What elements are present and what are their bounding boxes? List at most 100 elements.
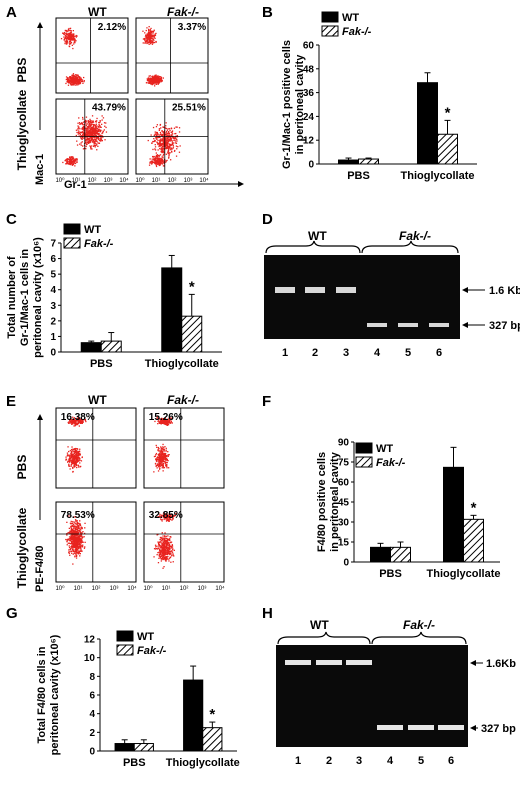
flow-a-wt-pbs-events bbox=[60, 27, 85, 86]
panel-label-a: A bbox=[6, 4, 17, 21]
cc-ytick-1: 1 bbox=[50, 332, 56, 343]
flow-e-wt-thio: 78.53% 10⁰ 10¹ 10² 10³ 10⁴ bbox=[55, 501, 137, 592]
gel-d-lane-5: 5 bbox=[405, 347, 411, 359]
cg-bar-0-0 bbox=[114, 743, 135, 752]
cg-bar-0-1 bbox=[183, 679, 204, 752]
flow-a-wt-pbs: 2.12% bbox=[55, 17, 129, 94]
flow-e-wt-thio-xtick-3: 10³ bbox=[110, 586, 119, 592]
gel-d-lane-4: 4 bbox=[374, 347, 381, 359]
flow-e-fak-thio-xtick-3: 10³ bbox=[198, 586, 207, 592]
chart-b: 0 12 24 36 48 60 PBS Thioglycollate * WT Fak-/- Gr-… bbox=[281, 11, 477, 182]
panel-a-flow: WT Fak-/- PBS Thioglycollate Mac-1 Gr-1 bbox=[15, 5, 244, 191]
gel-d-band-low: 327 bp bbox=[489, 320, 520, 332]
cf-ytick-1: 15 bbox=[338, 538, 350, 549]
gel-h-lane-3: 3 bbox=[356, 755, 362, 767]
flow-e-wt-thio-percent: 78.53% bbox=[61, 510, 95, 521]
flow-e-col-wt: WT bbox=[88, 393, 107, 407]
cf-bar-0-1 bbox=[443, 466, 464, 563]
cb-ytick-3: 36 bbox=[303, 88, 315, 99]
cf-ytick-0: 0 bbox=[343, 558, 349, 569]
cb-bar-0-1 bbox=[417, 82, 438, 165]
flow-a-wt-thio: 43.79% 10⁰ 10¹ 10² 10³ 10⁴ bbox=[55, 98, 129, 184]
flow-a-fak-thio-xtick-4: 10⁴ bbox=[199, 177, 209, 184]
cf-category-1: Thioglycollate bbox=[427, 568, 501, 580]
cf-ytick-6: 90 bbox=[338, 438, 350, 449]
flow-a-fak-pbs-percent: 3.37% bbox=[178, 22, 206, 33]
flow-e-wt-pbs-events bbox=[65, 416, 87, 473]
flow-e-fak-thio-xtick-4: 10⁴ bbox=[215, 585, 225, 592]
cb-significance-0: * bbox=[445, 104, 451, 121]
cc-ytick-3: 3 bbox=[50, 301, 56, 312]
gel-h-band-high: 1.6Kb bbox=[486, 658, 516, 670]
cf-category-0: PBS bbox=[379, 568, 402, 580]
flow-e-fak-thio: 32.85% 10⁰ 10¹ 10² 10³ 10⁴ bbox=[143, 501, 225, 592]
flow-plots: 2.12% 3.37% 43.79% 10⁰ 10¹ 10² 10³ 10⁴ 25.51% 10⁰… bbox=[55, 17, 225, 592]
cg-ytick-5: 10 bbox=[84, 653, 96, 664]
cb-ytick-4: 48 bbox=[303, 64, 315, 75]
cg-category-1: Thioglycollate bbox=[166, 757, 240, 769]
flow-a-x-marker: Gr-1 bbox=[64, 179, 87, 191]
flow-e-fak-thio-xtick-2: 10² bbox=[180, 586, 189, 592]
flow-a-fak-pbs-events bbox=[142, 26, 164, 87]
flow-a-col-wt: WT bbox=[88, 5, 107, 19]
chart-c: 0 1 2 3 4 5 6 7 PBS Thioglycollate * WT Fak-/- Total … bbox=[6, 223, 222, 370]
cc-ytick-7: 7 bbox=[50, 239, 56, 250]
cc-ytick-5: 5 bbox=[50, 270, 56, 281]
cg-ytick-4: 8 bbox=[89, 672, 95, 683]
panel-label-c: C bbox=[6, 211, 17, 228]
cg-ytick-2: 4 bbox=[89, 709, 95, 720]
flow-a-fak-thio-xtick-1: 10¹ bbox=[152, 178, 161, 184]
panel-label-d: D bbox=[262, 211, 273, 228]
cf-y-label: F4/80 positive cellsin peritoneal cavity bbox=[316, 451, 341, 552]
flow-a-row-pbs: PBS bbox=[15, 58, 29, 83]
cb-legend-swatch-0 bbox=[321, 11, 339, 23]
cc-significance-0: * bbox=[189, 278, 195, 295]
chart-g: 0 2 4 6 8 10 12 PBS Thioglycollate * WT Fak-/- Total… bbox=[36, 630, 240, 769]
flow-e-y-marker: PE-F4/80 bbox=[34, 546, 46, 592]
cf-legend-label-0: WT bbox=[376, 443, 393, 455]
cg-bar-1-0 bbox=[133, 743, 154, 752]
flow-a-fak-thio-xtick-3: 10³ bbox=[184, 178, 193, 184]
cg-significance-0: * bbox=[209, 706, 215, 723]
cb-legend-label-1: Fak-/- bbox=[342, 26, 372, 38]
cc-category-1: Thioglycollate bbox=[145, 358, 219, 370]
cc-ytick-2: 2 bbox=[50, 316, 56, 327]
flow-a-fak-thio-xtick-2: 10² bbox=[168, 178, 177, 184]
cc-ytick-0: 0 bbox=[50, 348, 56, 359]
gel-h-lane-4: 4 bbox=[387, 755, 394, 767]
flow-a-fak-thio-xtick-0: 10⁰ bbox=[135, 177, 145, 184]
panel-label-b: B bbox=[262, 4, 273, 21]
flow-e-fak-pbs-events bbox=[153, 416, 173, 473]
panel-label-e: E bbox=[6, 393, 17, 410]
gel-h-lane-5: 5 bbox=[418, 755, 424, 767]
panel-h-gel: WT Fak-/- 1.6Kb 327 bp 1 2 3 4 5 6 bbox=[276, 618, 516, 767]
flow-a-wt-thio-percent: 43.79% bbox=[92, 102, 126, 113]
cb-legend-swatch-1 bbox=[321, 25, 339, 37]
gel-d-group-fak: Fak-/- bbox=[399, 229, 431, 243]
cb-bar-1-0 bbox=[358, 158, 379, 165]
flow-a-y-marker: Mac-1 bbox=[34, 154, 46, 185]
flow-e-row-pbs: PBS bbox=[15, 455, 29, 480]
gel-d-lane-6: 6 bbox=[436, 347, 442, 359]
cc-y-label: Total number ofGr-1/Mac-1 cells inperito… bbox=[6, 237, 44, 358]
cg-category-0: PBS bbox=[123, 757, 146, 769]
flow-e-wt-thio-xtick-4: 10⁴ bbox=[127, 585, 137, 592]
cc-legend-swatch-1 bbox=[63, 237, 81, 249]
cf-bar-1-1 bbox=[463, 518, 484, 563]
cf-bar-1-0 bbox=[390, 546, 411, 563]
panel-e-flow: WT Fak-/- PBS Thioglycollate PE-F4/80 bbox=[15, 393, 199, 592]
cg-y-label: Total F4/80 cells inperitoneal cavity (x… bbox=[36, 634, 61, 755]
cf-significance-0: * bbox=[471, 499, 477, 516]
gel-d-lane-1: 1 bbox=[282, 347, 288, 359]
flow-e-wt-pbs-percent: 16.38% bbox=[61, 412, 95, 423]
flow-e-wt-thio-xtick-0: 10⁰ bbox=[55, 585, 65, 592]
cb-category-0: PBS bbox=[347, 170, 370, 182]
flow-a-wt-thio-xtick-3: 10³ bbox=[104, 178, 113, 184]
panel-label-h: H bbox=[262, 605, 273, 622]
flow-a-wt-thio-xtick-1: 10¹ bbox=[72, 178, 81, 184]
flow-e-fak-pbs: 15.26% bbox=[143, 407, 225, 489]
cb-ytick-1: 12 bbox=[303, 136, 315, 147]
flow-e-row-thio: Thioglycollate bbox=[15, 507, 29, 588]
cc-ytick-4: 4 bbox=[50, 285, 56, 296]
